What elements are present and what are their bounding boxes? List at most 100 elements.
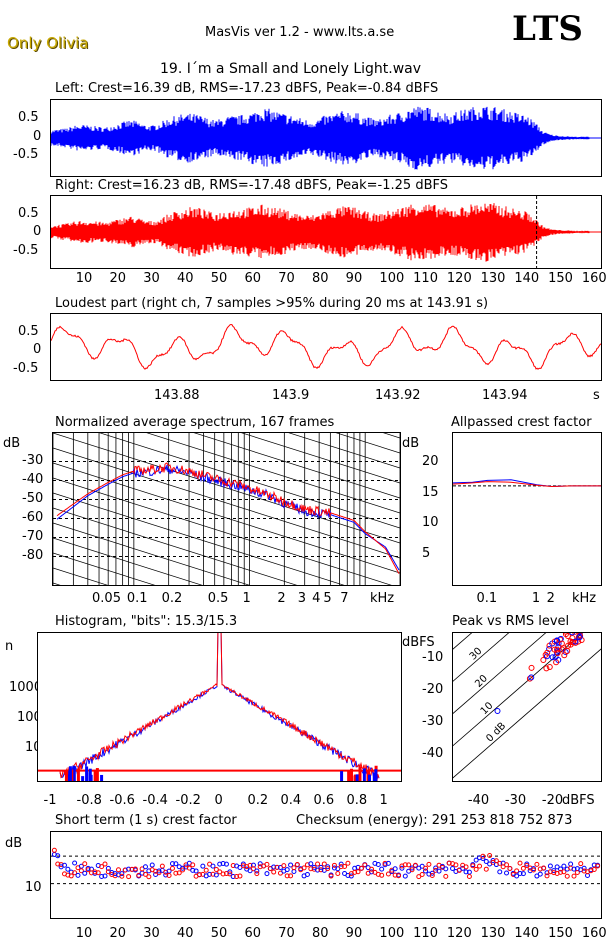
pvr-point: [551, 646, 558, 653]
shortterm-point: [142, 864, 148, 870]
histogram-xtick: -0.8: [76, 793, 102, 808]
shortterm-point: [55, 861, 61, 867]
shortterm-point: [72, 860, 78, 866]
time-tick-label: 20: [109, 271, 127, 286]
shortterm-point: [470, 863, 476, 869]
pvr-yaxis: -10 -20 -30 -40: [402, 632, 454, 780]
spectrum-series: [56, 464, 400, 571]
histogram-tail-bar: [68, 766, 72, 781]
time-tick-label: 150: [548, 271, 573, 286]
histogram-xtick: -0.2: [175, 793, 201, 808]
shortterm-point: [483, 866, 489, 872]
spectrum-xtick: 0.5: [207, 591, 229, 606]
left-waveform-svg: [51, 106, 601, 170]
shortterm-point: [534, 861, 540, 867]
shortterm-point: [234, 874, 240, 880]
allpassed-series: [453, 481, 601, 488]
histogram-tail-bar: [353, 774, 357, 781]
spectrum-slope-line: [99, 433, 400, 529]
pvr-point: [562, 649, 569, 656]
pvr-point: [554, 650, 561, 657]
histogram-tail-bar: [355, 774, 359, 781]
spectrum-slope-line: [146, 433, 400, 514]
histogram-tail-bar: [95, 768, 99, 781]
histogram-svg: [38, 633, 401, 781]
shortterm-point: [210, 863, 216, 869]
shortterm-point: [99, 864, 105, 870]
pvr-point: [546, 664, 553, 671]
allpassed-ytick: 15: [422, 484, 439, 500]
pvr-xtick: -20: [541, 793, 564, 808]
time-tick-label: 10: [75, 271, 93, 286]
crest-line-label: 30: [468, 646, 485, 663]
shortterm-point: [294, 862, 300, 868]
shortterm-point: [169, 861, 175, 867]
shortterm-point: [271, 869, 277, 875]
lts-logo: LTS: [512, 9, 583, 49]
right-waveform-svg: [51, 196, 601, 268]
shortterm-point: [68, 873, 74, 879]
time-tick-label: 70: [278, 271, 295, 286]
shortterm-point: [78, 868, 84, 874]
shortterm-point: [213, 872, 219, 878]
spectrum-slope-line: [53, 433, 400, 544]
left-waveform-plot: [50, 99, 602, 177]
shortterm-point: [126, 874, 132, 880]
shortterm-point: [497, 860, 503, 866]
spectrum-ytick: -30: [22, 452, 44, 468]
shortterm-point: [82, 861, 88, 867]
shortterm-point: [335, 871, 341, 877]
shortterm-point: [483, 858, 489, 864]
shortterm-title: Short term (1 s) crest factor: [55, 813, 237, 828]
shortterm-point: [409, 865, 415, 871]
histogram-tail-bar: [372, 772, 376, 781]
shortterm-point: [433, 865, 439, 871]
shortterm-point: [230, 874, 236, 880]
spectrum-xtick: 7: [340, 591, 349, 606]
spectrum-xtick: 0.1: [126, 591, 148, 606]
spectrum-series: [56, 462, 400, 574]
shortterm-point: [159, 863, 165, 869]
right-waveform-xaxis: 10 20 30 40 50 60 70 80 90 100 110 120 130 140 150 160 …: [50, 272, 606, 288]
shortterm-point: [217, 869, 223, 875]
time-tick-label: 160 s: [581, 271, 606, 286]
shortterm-point: [291, 865, 297, 871]
shortterm-point: [284, 867, 290, 873]
histogram-tail-bar: [347, 770, 351, 781]
spectrum-slope-line: [288, 433, 400, 469]
shortterm-point: [591, 866, 597, 872]
pvr-ylabel: dBFS: [402, 635, 435, 650]
shortterm-point: [490, 858, 496, 864]
shortterm-point: [142, 871, 148, 877]
pvr-point: [567, 638, 574, 645]
pvr-point: [562, 633, 569, 635]
histogram-tail-bar: [88, 768, 92, 781]
pvr-xlabel: dBFS: [562, 793, 595, 808]
histogram-tail-bar: [374, 769, 378, 781]
time-tick-label: 30: [143, 271, 160, 286]
shortterm-point: [379, 866, 385, 872]
shortterm-xaxis: 10 20 30 40 50 60 70 80 90 100 110 120 130 140 150 160 …: [50, 927, 606, 943]
shortterm-point: [399, 865, 405, 871]
histogram-xtick: 0: [214, 793, 223, 808]
shortterm-point: [355, 869, 361, 875]
allpassed-ytick: 20: [422, 454, 439, 470]
pvr-xtick: -30: [504, 793, 527, 808]
histogram-series: [59, 633, 380, 779]
shortterm-point: [514, 868, 520, 874]
pvr-point: [494, 708, 501, 715]
pvr-title: Peak vs RMS level: [452, 614, 570, 629]
shortterm-point: [284, 873, 290, 879]
shortterm-point: [554, 864, 560, 870]
time-tick-label: 130: [480, 271, 506, 286]
shortterm-plot: [50, 831, 602, 919]
pvr-point: [549, 654, 556, 661]
shortterm-xtick: 60: [244, 926, 261, 941]
shortterm-point: [230, 863, 236, 869]
shortterm-point: [436, 868, 442, 874]
left-ytick: -0.5: [13, 147, 39, 162]
shortterm-point: [207, 871, 213, 877]
shortterm-point: [578, 861, 584, 867]
shortterm-point: [176, 870, 182, 876]
shortterm-point: [463, 869, 469, 875]
